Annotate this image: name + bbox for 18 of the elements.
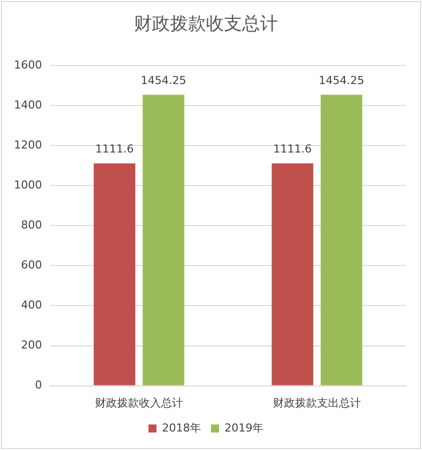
- legend-label: 2018年: [162, 421, 202, 434]
- x-tick-label: 财政拨款支出总计: [273, 396, 361, 410]
- y-tick-label: 1200: [14, 138, 42, 152]
- y-tick-label: 400: [20, 298, 42, 312]
- y-tick-label: 800: [20, 218, 42, 232]
- y-tick-label: 200: [20, 338, 42, 352]
- y-tick-label: 1600: [14, 58, 42, 72]
- legend-label: 2019年: [224, 421, 264, 434]
- y-tick-label: 1000: [14, 178, 42, 192]
- chart-title: 财政拨款收支总计: [134, 13, 278, 34]
- x-tick-label: 财政拨款收入总计: [94, 396, 183, 410]
- data-label: 1111.6: [95, 142, 134, 156]
- data-label: 1111.6: [273, 142, 312, 156]
- data-label: 1454.25: [318, 74, 364, 88]
- y-tick-label: 0: [34, 378, 42, 392]
- y-tick-label: 1400: [14, 98, 42, 112]
- data-label: 1454.25: [140, 74, 186, 88]
- y-tick-label: 600: [20, 258, 42, 272]
